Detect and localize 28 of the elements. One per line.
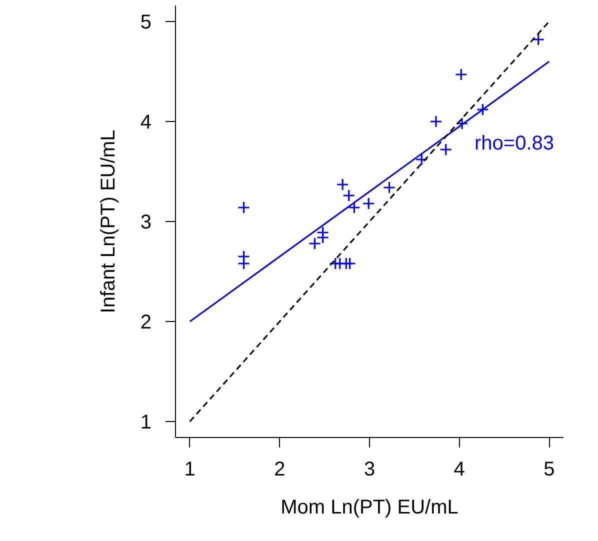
point xyxy=(237,257,250,270)
point xyxy=(348,201,361,214)
point xyxy=(476,103,489,116)
point xyxy=(362,197,375,210)
point xyxy=(430,115,442,128)
point xyxy=(343,257,356,270)
point xyxy=(456,117,468,130)
x-axis-title: Mom Ln(PT) EU/mL xyxy=(280,496,458,518)
y-tick-label: 4 xyxy=(140,112,152,134)
x-tick-label: 1 xyxy=(184,458,196,480)
point xyxy=(440,143,452,156)
point xyxy=(336,178,349,191)
point xyxy=(454,68,468,81)
y-tick-label: 1 xyxy=(140,412,152,434)
point xyxy=(382,181,396,194)
y-tick-label: 2 xyxy=(140,312,152,334)
x-tick-label: 5 xyxy=(544,458,555,480)
point xyxy=(342,189,356,202)
y-tick-label: 5 xyxy=(140,12,152,34)
annotation: rho=0.83 xyxy=(474,132,554,154)
point xyxy=(237,201,250,214)
point xyxy=(532,33,545,46)
x-tick-label: 4 xyxy=(454,458,465,480)
y-tick-label: 3 xyxy=(140,212,152,234)
point xyxy=(415,153,428,166)
x-tick-label: 2 xyxy=(274,458,286,480)
y-axis-title: Infant Ln(PT) EU/mL xyxy=(97,130,120,314)
x-tick-label: 3 xyxy=(364,458,376,480)
